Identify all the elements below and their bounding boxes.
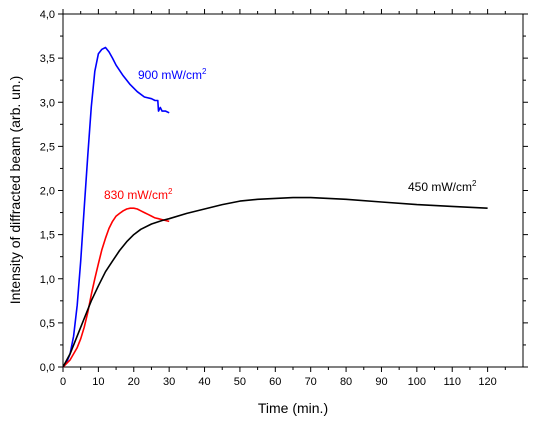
y-tick-label-4: 2,0 (40, 186, 55, 198)
y-tick-label-0: 0,0 (40, 362, 55, 374)
series-label-450: 450 mW/cm2 (408, 179, 477, 194)
series-line-2 (62, 196, 488, 368)
x-tick-label-8: 80 (340, 376, 352, 388)
series-label-900: 900 mW/cm2 (138, 67, 207, 82)
y-tick-label-7: 3,5 (40, 53, 55, 65)
x-tick-label-0: 0 (60, 376, 66, 388)
y-tick-label-6: 3,0 (40, 97, 55, 109)
x-tick-label-11: 110 (443, 376, 461, 388)
x-tick-label-10: 100 (408, 376, 426, 388)
x-axis-title: Time (min.) (258, 400, 328, 416)
y-axis-title: Intensity of diffracted beam (arb. un.) (7, 76, 23, 305)
x-tick-label-7: 70 (305, 376, 317, 388)
y-tick-label-3: 1,5 (40, 230, 55, 242)
series-lines (62, 46, 488, 368)
y-tick-label-8: 4,0 (40, 9, 55, 21)
y-tick-label-5: 2,5 (40, 141, 55, 153)
x-tick-label-3: 30 (163, 376, 175, 388)
x-tick-label-5: 50 (234, 376, 246, 388)
series-label-830: 830 mW/cm2 (104, 187, 173, 202)
x-tick-label-12: 120 (478, 376, 496, 388)
axis-ticks: 0 10 20 30 40 50 60 70 80 90 100 110 120 0,0 0,5 1,0 1,5… (40, 9, 528, 388)
x-tick-label-4: 40 (198, 376, 210, 388)
x-tick-label-6: 60 (269, 376, 281, 388)
x-tick-label-2: 20 (128, 376, 140, 388)
series-line-1 (62, 207, 170, 368)
x-tick-label-1: 10 (92, 376, 104, 388)
x-tick-label-9: 90 (375, 376, 387, 388)
series-line-0 (62, 46, 170, 368)
y-tick-label-2: 1,0 (40, 274, 55, 286)
y-tick-label-1: 0,5 (40, 318, 55, 330)
